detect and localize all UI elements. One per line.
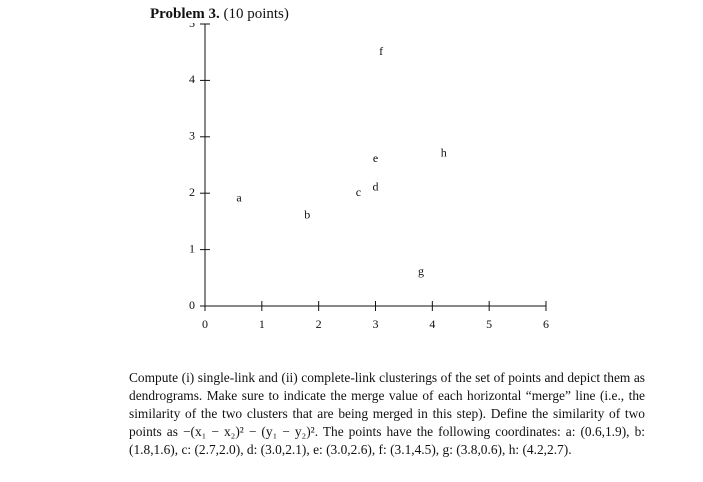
- point-label: g: [418, 264, 424, 278]
- point-label: e: [373, 151, 378, 165]
- problem-points: (10 points): [223, 6, 289, 22]
- point-label: d: [373, 179, 379, 193]
- point-label: h: [441, 145, 447, 159]
- y-tick-label: 4: [189, 72, 195, 86]
- y-tick-label: 0: [189, 298, 195, 312]
- x-tick-label: 5: [486, 317, 492, 331]
- chart: 0123456012345abcdefgh: [189, 16, 549, 331]
- point-label: b: [304, 208, 310, 222]
- y-tick-label: 2: [189, 185, 195, 199]
- point-label: c: [356, 185, 361, 199]
- problem-heading: Problem 3. (10 points): [150, 6, 291, 23]
- y-tick-label: 3: [189, 129, 195, 143]
- x-tick-label: 6: [543, 317, 549, 331]
- point-label: f: [379, 44, 383, 58]
- y-tick-label: 1: [189, 241, 195, 255]
- x-tick-label: 3: [373, 317, 379, 331]
- problem-number: Problem 3.: [150, 6, 220, 22]
- x-tick-label: 0: [202, 317, 208, 331]
- problem-text: Compute (i) single-link and (ii) complet…: [129, 370, 645, 457]
- x-tick-label: 1: [259, 317, 265, 331]
- point-label: a: [236, 191, 242, 205]
- x-tick-label: 2: [316, 317, 322, 331]
- x-tick-label: 4: [429, 317, 435, 331]
